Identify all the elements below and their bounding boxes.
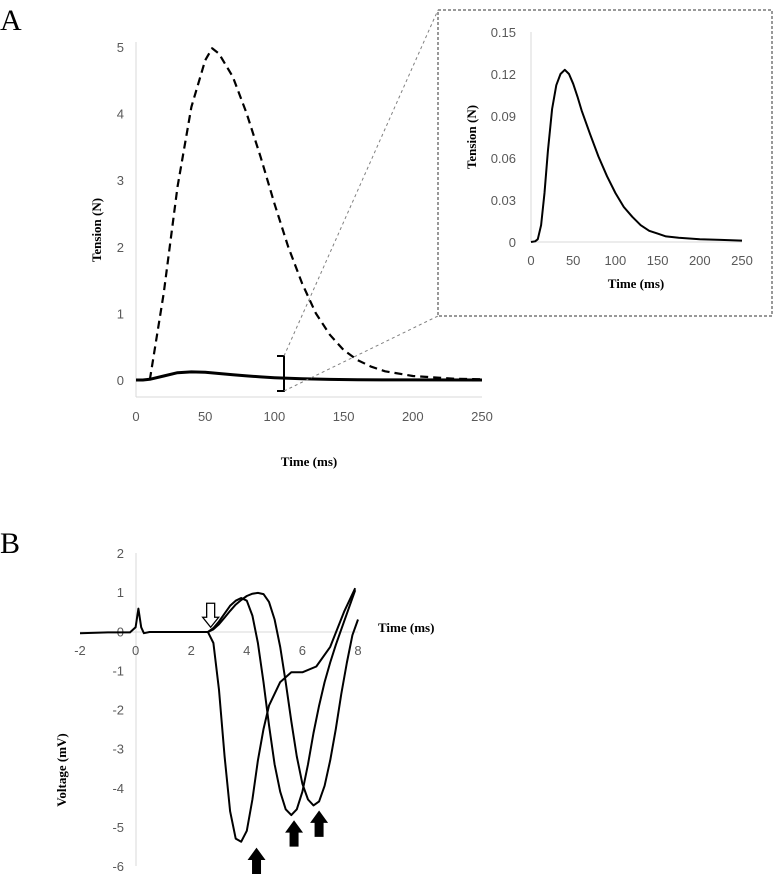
a-main-zoom-bracket: [277, 355, 285, 392]
b-series-trace-2: [207, 589, 357, 817]
inset-x-tick-label: 200: [689, 253, 711, 268]
inset-y-tick-label: 0: [509, 235, 516, 250]
b-x-axis-title: Time (ms): [378, 620, 434, 635]
a-main-series-solid: [136, 370, 483, 382]
inset-x-tick-label: 0: [527, 253, 534, 268]
inset-tick-labels: 0 50 100 150 200 250 0 0.03 0.06 0.09 0.12 0.15: [491, 25, 753, 268]
b-minimum-arrow-icon: [310, 810, 329, 837]
b-y-tick-label: -6: [112, 859, 124, 874]
inset-series-solid: [530, 68, 743, 243]
zoom-connector-bottom: [283, 315, 439, 392]
inset-x-tick-label: 250: [731, 253, 753, 268]
b-y-tick-label: -4: [112, 781, 124, 796]
b-x-tick-label: 6: [299, 643, 306, 658]
a-main-series-dashed: [148, 47, 483, 381]
chart-a-main: 0 50 100 150 200 250 0 1 2 3 4 5 Time (ms) Tension …: [89, 40, 493, 469]
b-x-tick-label: 0: [132, 643, 139, 658]
b-y-axis-title: Voltage (mV): [54, 733, 69, 807]
chart-a-inset: 0 50 100 150 200 250 0 0.03 0.06 0.09 0.12 0.15 Tim…: [437, 9, 773, 317]
b-series-trace-3: [207, 591, 359, 807]
a-main-x-axis-title: Time (ms): [281, 454, 337, 469]
b-series-trace-1: [79, 587, 357, 843]
b-x-tick-label: 8: [354, 643, 361, 658]
panel-label-b: B: [0, 527, 20, 560]
a-main-x-tick-label: 200: [402, 409, 424, 424]
inset-x-tick-label: 150: [647, 253, 669, 268]
a-main-y-tick-label: 4: [117, 107, 124, 122]
b-x-tick-label: 4: [243, 643, 250, 658]
inset-y-tick-label: 0.12: [491, 67, 516, 82]
b-y-tick-label: -2: [112, 703, 124, 718]
a-main-y-tick-label: 1: [117, 306, 124, 321]
a-main-x-tick-label: 150: [333, 409, 355, 424]
inset-x-tick-label: 50: [566, 253, 580, 268]
b-series: [79, 587, 359, 843]
inset-frame: [437, 9, 773, 317]
b-onset-arrow-icon: [201, 602, 221, 629]
b-x-tick-label: 2: [188, 643, 195, 658]
inset-y-tick-label: 0.03: [491, 193, 516, 208]
b-x-tick-label: -2: [74, 643, 86, 658]
inset-y-axis-title: Tension (N): [464, 105, 479, 169]
a-main-x-tick-label: 250: [471, 409, 493, 424]
a-main-y-tick-label: 5: [117, 40, 124, 55]
b-y-tick-label: -1: [112, 663, 124, 678]
a-main-y-axis-title: Tension (N): [89, 198, 104, 262]
inset-y-tick-label: 0.06: [491, 151, 516, 166]
inset-x-tick-label: 100: [605, 253, 627, 268]
a-main-x-tick-label: 100: [264, 409, 286, 424]
a-main-series: [136, 47, 483, 382]
b-y-tick-label: -3: [112, 742, 124, 757]
inset-y-tick-label: 0.15: [491, 25, 516, 40]
b-arrows: [201, 602, 329, 874]
a-main-tick-labels: 0 50 100 150 200 250 0 1 2 3 4 5: [117, 40, 493, 424]
inset-x-axis-title: Time (ms): [608, 276, 664, 291]
a-main-x-tick-label: 0: [132, 409, 139, 424]
a-main-x-tick-label: 50: [198, 409, 212, 424]
a-main-y-tick-label: 3: [117, 173, 124, 188]
zoom-connector-top: [283, 9, 439, 357]
a-main-y-tick-label: 2: [117, 240, 124, 255]
b-minimum-arrow-icon: [285, 820, 304, 847]
b-minimum-arrow-icon: [247, 847, 266, 874]
b-y-tick-label: 2: [117, 546, 124, 561]
inset-y-tick-label: 0.09: [491, 109, 516, 124]
panel-label-a: A: [0, 4, 22, 37]
b-y-tick-label: 1: [117, 585, 124, 600]
a-main-y-tick-label: 0: [117, 373, 124, 388]
b-y-tick-label: -5: [112, 820, 124, 835]
inset-series: [530, 68, 743, 243]
